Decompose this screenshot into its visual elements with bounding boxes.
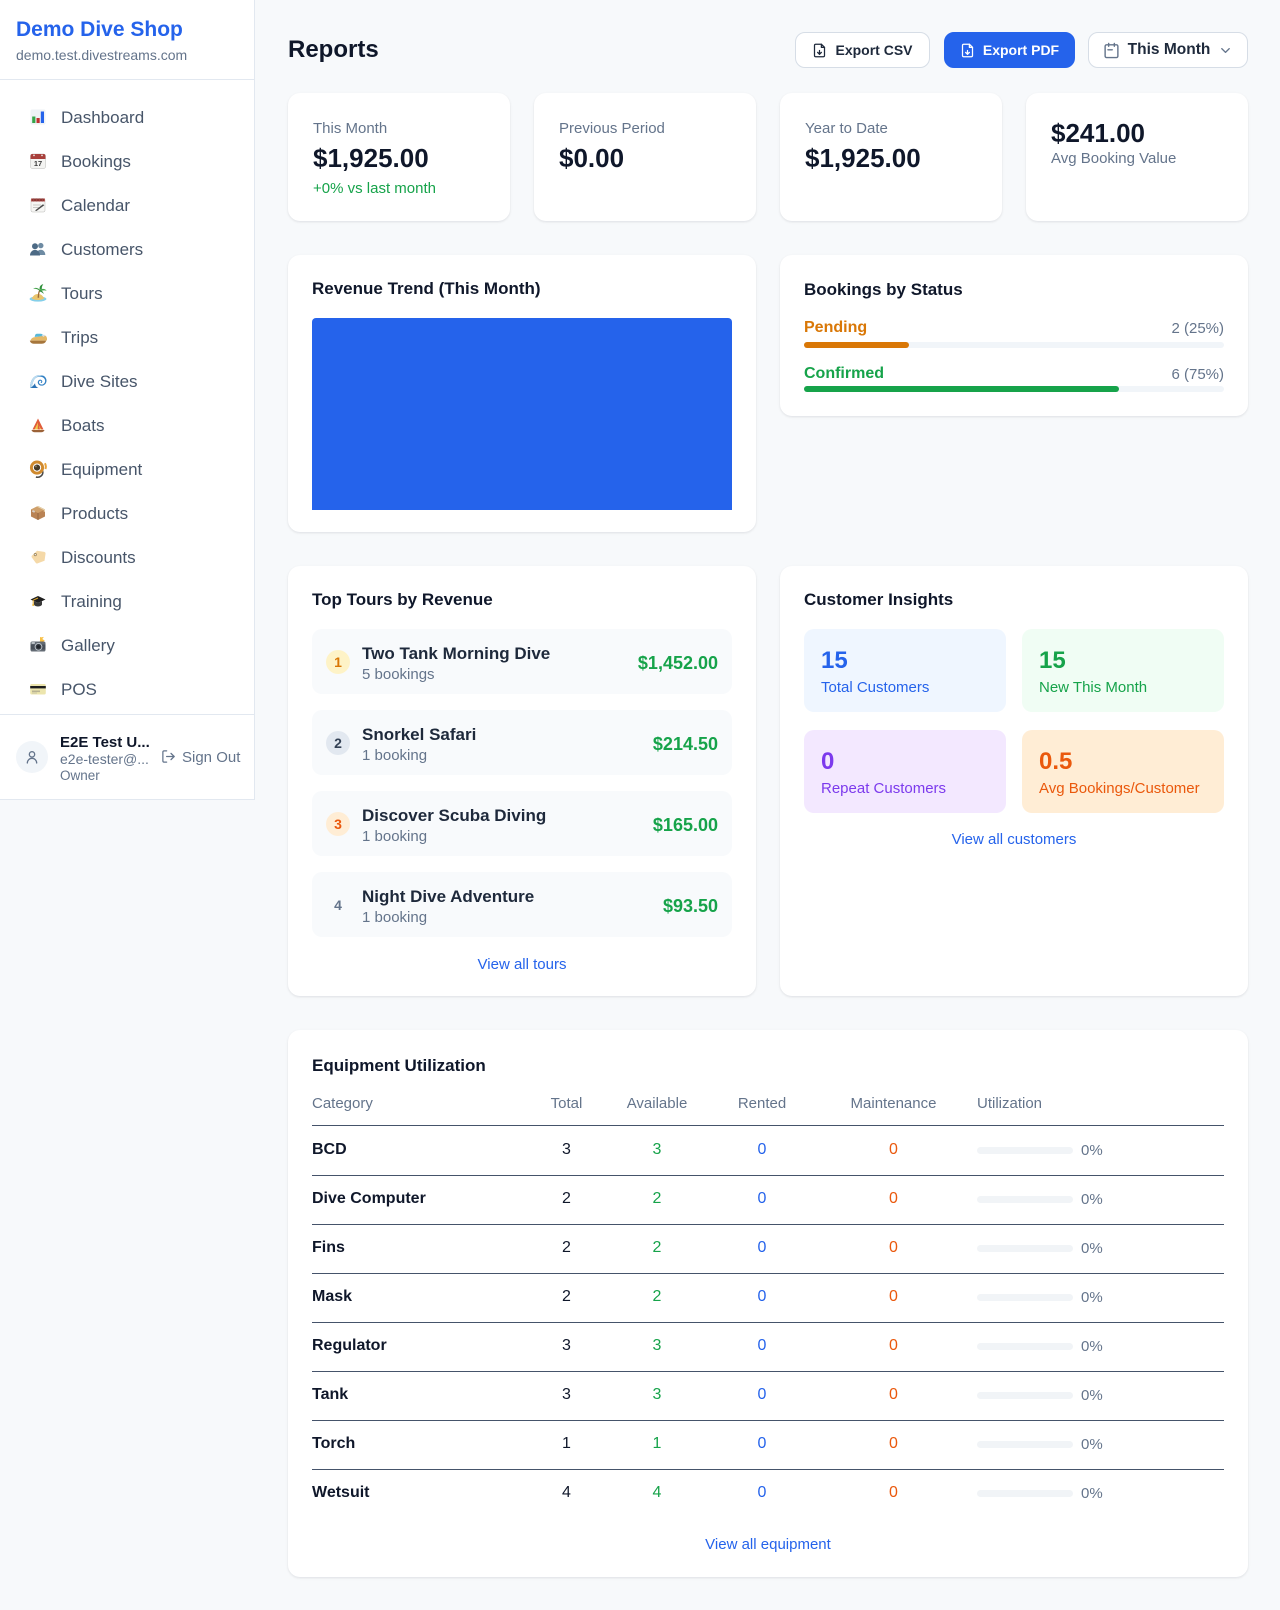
svg-text:17: 17 (34, 159, 42, 168)
